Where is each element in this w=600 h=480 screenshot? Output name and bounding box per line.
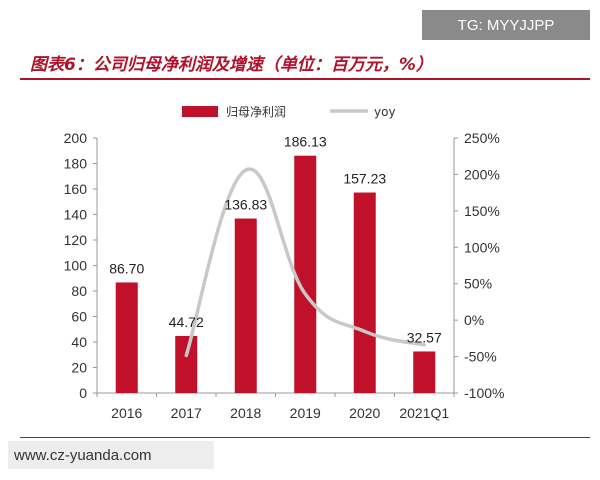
bar xyxy=(294,155,317,393)
footer-rule xyxy=(20,437,590,438)
x-tick-label: 2019 xyxy=(290,405,321,421)
site-watermark: www.cz-yuanda.com xyxy=(8,441,214,469)
y-left-tick-label: 80 xyxy=(71,283,87,299)
y-right-tick-label: 250% xyxy=(464,130,500,146)
bar xyxy=(234,218,257,393)
legend: 归母净利润 yoy xyxy=(182,105,396,119)
title-rule xyxy=(20,78,590,80)
x-tick-label: 2021Q1 xyxy=(399,405,449,421)
bar-value-label: 32.57 xyxy=(407,329,442,345)
legend-label-bar: 归母净利润 xyxy=(226,105,286,119)
y-right-tick-label: 150% xyxy=(464,203,500,219)
x-tick-label: 2017 xyxy=(171,405,202,421)
y-right-tick-label: 200% xyxy=(464,166,500,182)
y-left-tick-label: 60 xyxy=(71,309,87,325)
y-left-tick-label: 180 xyxy=(64,156,88,172)
y-left-tick-label: 160 xyxy=(64,181,88,197)
bar xyxy=(115,282,138,393)
bar-value-label: 186.13 xyxy=(284,134,327,150)
y-right-tick-label: -100% xyxy=(464,385,504,401)
y-left-tick-label: 140 xyxy=(64,207,88,223)
data-labels: 86.70 44.72 136.83 186.13 157.23 32.57 xyxy=(109,134,442,346)
legend-swatch-bar xyxy=(182,106,218,117)
bar-value-label: 157.23 xyxy=(343,171,386,187)
bar-value-label: 44.72 xyxy=(169,314,204,330)
legend-label-line: yoy xyxy=(374,105,396,119)
y-left-tick-label: 200 xyxy=(64,130,88,146)
y-left-tick-label: 0 xyxy=(79,385,87,401)
y-right-tick-label: -50% xyxy=(464,349,497,365)
yoy-series xyxy=(184,167,426,358)
bar-value-label: 86.70 xyxy=(109,260,144,276)
x-tick-label: 2018 xyxy=(230,405,261,421)
y-left-tick-label: 120 xyxy=(64,232,88,248)
bar-series xyxy=(115,155,436,393)
y-right-tick-label: 100% xyxy=(464,239,500,255)
y-left-tick-label: 20 xyxy=(71,360,87,376)
yoy-line xyxy=(184,167,426,358)
bar-value-label: 136.83 xyxy=(224,197,267,213)
bar xyxy=(353,192,376,393)
x-tick-label: 2016 xyxy=(111,405,142,421)
y-left-tick-label: 40 xyxy=(71,334,87,350)
y-right-tick-label: 0% xyxy=(464,312,484,328)
y-right-tick-label: 50% xyxy=(464,276,492,292)
bar xyxy=(413,351,436,393)
chart-title: 图表6：公司归母净利润及增速（单位：百万元，%） xyxy=(30,55,433,75)
axes: 0 20 40 60 80 100 120 140 160 180 200 -100% -50% 0% 50… xyxy=(64,130,505,421)
watermark-badge: TG: MYYJJPP xyxy=(422,10,590,40)
x-tick-label: 2020 xyxy=(349,405,380,421)
y-left-tick-label: 100 xyxy=(64,258,88,274)
bar xyxy=(175,335,198,393)
